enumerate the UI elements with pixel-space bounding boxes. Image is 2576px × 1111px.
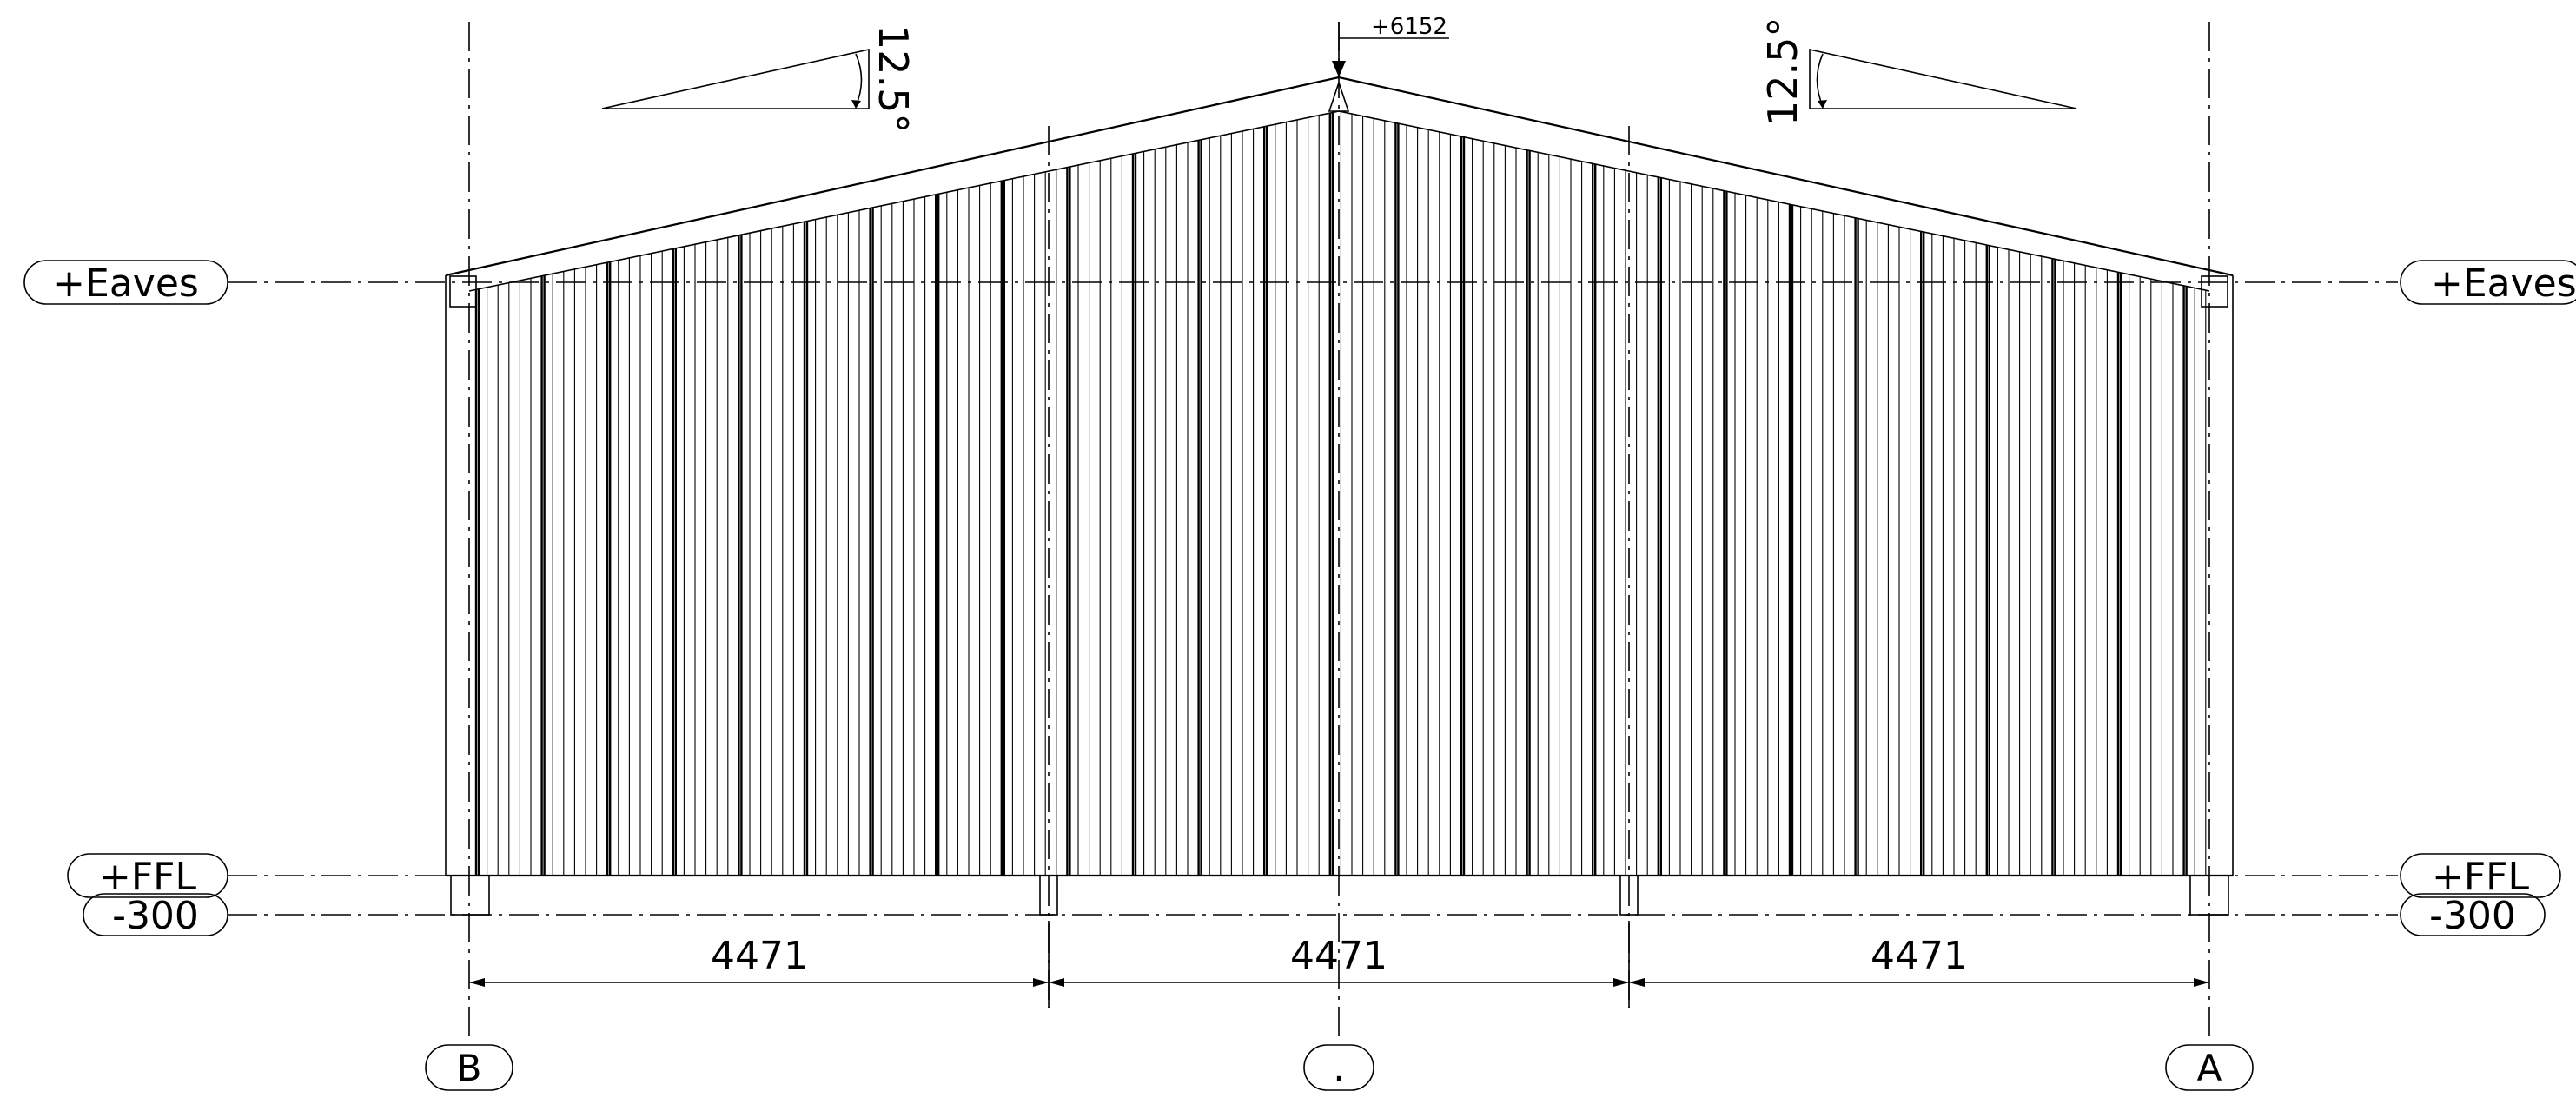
level-bubble-ffl-left: +FFL — [67, 853, 228, 899]
eaves-purlin-right — [2201, 275, 2228, 308]
bay-dimension-3: 4471 — [1871, 934, 1968, 978]
pitch-label-right: 12.5° — [1759, 17, 1806, 126]
grid-label-a: A — [2197, 1047, 2222, 1089]
grid-bubble-centre: . — [1303, 1044, 1374, 1091]
level-label-footing-right: -300 — [2429, 894, 2516, 938]
pitch-indicator-left: 12.5° — [601, 24, 917, 133]
pitch-indicator-right: 12.5° — [1759, 17, 2077, 126]
wall-cladding — [474, 111, 2207, 876]
grid-bubble-b: B — [425, 1044, 513, 1091]
level-bubble-footing-right: -300 — [2400, 893, 2546, 938]
level-label-ffl-right: +FFL — [2432, 855, 2529, 899]
dimension-string: 4471 4471 4471 — [469, 921, 2209, 1008]
level-bubble-footing-left: -300 — [83, 893, 228, 938]
level-bubble-eaves-right: +Eaves — [2400, 260, 2576, 306]
level-label-footing-left: -300 — [112, 894, 199, 938]
pitch-label-left: 12.5° — [870, 24, 917, 133]
ridge-level-label: +6152 — [1371, 14, 1447, 40]
level-label-ffl-left: +FFL — [99, 855, 196, 899]
bay-dimension-1: 4471 — [711, 934, 808, 978]
eaves-purlin-left — [449, 275, 477, 308]
grid-label-centre: . — [1333, 1047, 1344, 1089]
level-bubble-eaves-left: +Eaves — [23, 260, 228, 306]
bay-dimension-2: 4471 — [1290, 934, 1387, 978]
ridge-level-marker: +6152 — [1332, 14, 1449, 77]
level-label-eaves-left: +Eaves — [53, 261, 199, 306]
level-label-eaves-right: +Eaves — [2431, 261, 2576, 306]
column-footings — [450, 875, 2229, 916]
grid-label-b: B — [457, 1047, 482, 1089]
level-bubble-ffl-right: +FFL — [2400, 853, 2561, 899]
grid-bubble-a: A — [2165, 1044, 2254, 1091]
